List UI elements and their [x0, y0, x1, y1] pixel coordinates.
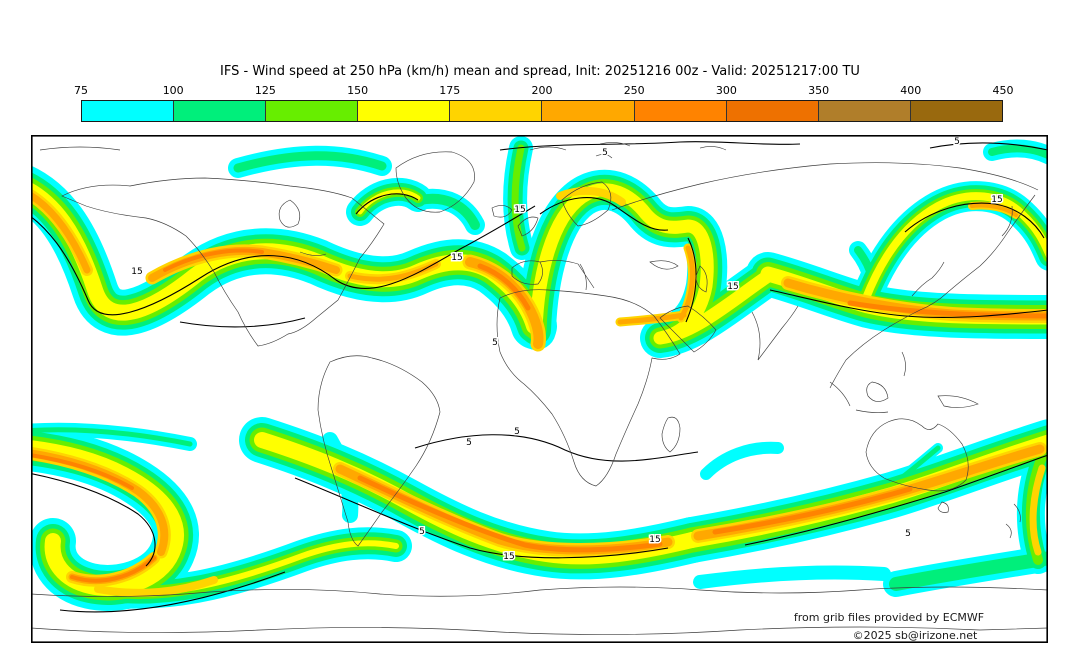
colorbar: 75 100 125 150 175 200 250 300 350 400 450 — [74, 84, 1014, 122]
coast-kamchatka — [1001, 205, 1013, 237]
wind-speed-bands — [31, 148, 1048, 593]
colorbar-segment — [542, 101, 635, 121]
spread-contour — [59, 571, 286, 613]
coast-antarctica-inner — [31, 626, 1048, 635]
attribution-source: from grib files provided by ECMWF — [794, 611, 984, 624]
contour-labels: 15 15 15 15 15 15 15 5 5 5 5 5 5 5 — [130, 136, 1004, 564]
contour-label-15: 15 — [131, 267, 142, 277]
chart-title: IFS - Wind speed at 250 hPa (km/h) mean … — [220, 64, 860, 79]
colorbar-tick: 100 — [162, 84, 184, 97]
coast-scandinavia — [561, 181, 612, 227]
colorbar-tick: 125 — [254, 84, 276, 97]
colorbar-segment — [82, 101, 175, 121]
contour-label-15: 15 — [451, 253, 462, 263]
spread-contour — [31, 472, 156, 567]
colorbar-segment — [818, 101, 911, 121]
colorbar-tick: 175 — [439, 84, 461, 97]
coast-tasmania — [937, 501, 949, 513]
contour-label-15: 15 — [514, 205, 525, 215]
colorbar-segment — [174, 101, 267, 121]
coast-arabia — [659, 305, 717, 353]
coast-asia — [611, 162, 1039, 389]
contour-label-5: 5 — [492, 338, 498, 348]
coast-iberia — [511, 260, 543, 285]
cyan-spot — [839, 395, 853, 409]
spread-contour — [294, 477, 669, 559]
spread-contour — [414, 434, 699, 462]
coast-black-sea — [649, 260, 679, 270]
colorbar-segment — [910, 101, 1002, 121]
contour-label-5: 5 — [419, 527, 425, 537]
contour-label-5: 5 — [954, 137, 960, 147]
coast-great-lakes — [299, 251, 327, 256]
colorbar-tick: 450 — [992, 84, 1014, 97]
coast-madagascar — [661, 416, 681, 453]
coast-australia — [865, 418, 969, 492]
contour-label-15: 15 — [727, 282, 738, 292]
contour-label-15: 15 — [649, 535, 660, 545]
colorbar-ticks: 75 100 125 150 175 200 250 300 350 400 450 — [74, 84, 1014, 98]
spread-contour — [499, 141, 801, 151]
coast-antarctica — [31, 586, 1048, 597]
coast-iceland — [491, 205, 513, 218]
coast-north-america — [61, 177, 385, 347]
coast-mediterranean — [539, 260, 595, 291]
coast-greenland — [395, 151, 475, 213]
map-attribution: from grib files provided by ECMWF ©2025 … — [794, 611, 984, 642]
spread-contour — [744, 454, 1048, 546]
coast-japan — [911, 261, 945, 297]
coast-hudson-bay — [278, 199, 301, 228]
spread-contour — [31, 205, 536, 316]
contour-label-15: 15 — [991, 195, 1002, 205]
coast-africa — [496, 289, 681, 487]
colorbar-segment — [726, 101, 819, 121]
coast-new-zealand — [1005, 503, 1021, 539]
contour-label-15: 15 — [503, 552, 514, 562]
coast-arctic-islands — [39, 142, 727, 159]
spread-contours — [31, 141, 1048, 613]
coast-south-america — [317, 355, 441, 547]
colorbar-segment — [358, 101, 451, 121]
contour-label-5: 5 — [466, 438, 472, 448]
colorbar-tick: 350 — [808, 84, 830, 97]
spread-contour — [904, 202, 1045, 239]
contour-label-5: 5 — [905, 529, 911, 539]
coast-caspian-sea — [695, 265, 708, 293]
jet-band-layer — [706, 448, 778, 474]
coast-indonesia — [829, 351, 979, 413]
contour-label-5: 5 — [602, 148, 608, 158]
spread-contour — [929, 142, 1048, 151]
world-map: 15 15 15 15 15 15 15 5 5 5 5 5 5 5 from … — [31, 135, 1048, 643]
colorbar-segment — [634, 101, 727, 121]
spread-contour — [179, 317, 306, 328]
jet-band-layer — [700, 572, 884, 582]
contour-label-5: 5 — [514, 427, 520, 437]
attribution-copyright: ©2025 sb@irizone.net — [853, 629, 978, 642]
cyan-spot — [924, 412, 936, 424]
coastlines — [31, 142, 1048, 635]
spread-contour — [769, 289, 1048, 319]
colorbar-bar — [81, 100, 1003, 122]
colorbar-tick: 300 — [715, 84, 737, 97]
colorbar-tick: 250 — [623, 84, 645, 97]
colorbar-segment — [266, 101, 359, 121]
coast-india — [751, 305, 799, 361]
colorbar-segment — [450, 101, 543, 121]
map-frame — [31, 135, 1048, 643]
coast-british-isles — [517, 216, 539, 237]
spread-contour — [355, 193, 419, 215]
colorbar-tick: 400 — [900, 84, 922, 97]
colorbar-tick: 150 — [347, 84, 369, 97]
colorbar-tick: 200 — [531, 84, 553, 97]
colorbar-tick: 75 — [74, 84, 88, 97]
